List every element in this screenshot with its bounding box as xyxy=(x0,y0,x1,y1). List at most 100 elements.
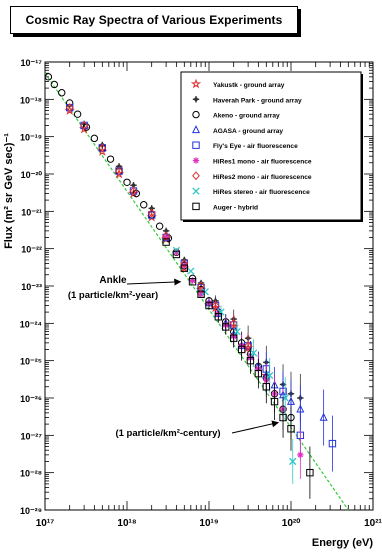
data-point xyxy=(262,383,271,391)
data-point xyxy=(233,327,241,336)
data-point xyxy=(270,397,279,406)
x-tick-label: 10¹⁷ xyxy=(36,518,55,529)
data-point xyxy=(147,208,156,218)
y-tick-label: 10⁻²¹ xyxy=(21,207,42,217)
data-point xyxy=(123,178,131,186)
y-axis-label: Flux (m² sr GeV sec)⁻¹ xyxy=(3,133,15,249)
y-tick-label: 10⁻¹⁷ xyxy=(21,58,43,68)
legend-label: HiRes2 mono - air fluorescence xyxy=(213,174,312,181)
data-point xyxy=(58,89,66,97)
legend-marker xyxy=(192,141,200,149)
legend-marker xyxy=(192,96,200,103)
data-point xyxy=(229,334,238,342)
legend-marker xyxy=(192,157,200,164)
data-point xyxy=(249,349,258,357)
data-point xyxy=(162,227,170,235)
data-point xyxy=(328,439,337,448)
x-tick-label: 10²¹ xyxy=(364,518,382,529)
y-tick-label: 10⁻²⁷ xyxy=(21,431,43,441)
data-point xyxy=(244,341,252,351)
data-point xyxy=(148,205,155,212)
data-point xyxy=(115,163,123,170)
y-tick-label: 10⁻²⁴ xyxy=(20,319,42,329)
data-point xyxy=(279,413,287,422)
data-point xyxy=(50,80,59,89)
y-tick-label: 10⁻²⁵ xyxy=(20,357,42,367)
chart-title: Cosmic Ray Spectra of Various Experiment… xyxy=(10,6,298,34)
data-point xyxy=(140,201,148,209)
data-point xyxy=(129,186,138,196)
data-point xyxy=(147,211,156,219)
data-point xyxy=(197,290,205,298)
y-tick-label: 10⁻²⁰ xyxy=(21,170,43,180)
data-point xyxy=(155,222,164,230)
y-tick-label: 10⁻²² xyxy=(21,245,42,255)
data-point xyxy=(172,250,181,259)
data-point xyxy=(80,120,88,130)
annotation-arrow xyxy=(231,420,279,434)
data-point xyxy=(172,246,181,255)
x-tick-label: 10¹⁹ xyxy=(199,518,218,529)
data-point xyxy=(289,457,297,466)
data-point xyxy=(287,425,295,433)
legend-label: AGASA - ground array xyxy=(213,128,283,135)
data-point xyxy=(229,318,238,328)
x-tick-label: 10¹⁸ xyxy=(117,518,136,529)
annotation-arrow xyxy=(126,278,182,286)
legend-box xyxy=(180,71,362,221)
data-point xyxy=(297,451,304,459)
data-point xyxy=(211,301,220,310)
data-point xyxy=(319,412,328,421)
y-tick-label: 10⁻²⁶ xyxy=(20,394,42,404)
data-point xyxy=(73,110,82,118)
annotation-ankle-title: Ankle xyxy=(99,275,127,286)
legend-label: Yakustk - ground array xyxy=(213,82,285,89)
data-point xyxy=(65,99,74,107)
data-point xyxy=(44,73,53,81)
legend-label: HiRes stereo - air fluorescence xyxy=(213,189,310,196)
legend-label: Haverah Park - ground array xyxy=(213,97,302,104)
data-point xyxy=(286,396,296,405)
legend-label: HiRes1 mono - air fluorescence xyxy=(213,159,312,166)
legend-shadow-right xyxy=(361,74,363,222)
data-point xyxy=(78,123,90,134)
data-point xyxy=(115,166,123,176)
legend-label: Fly's Eye - air fluorescence xyxy=(213,143,298,150)
y-tick-label: 10⁻²⁸ xyxy=(20,469,42,479)
legend-marker xyxy=(191,125,201,134)
legend-shadow-bottom xyxy=(183,220,363,222)
y-tick-label: 10⁻¹⁹ xyxy=(20,133,42,143)
data-point xyxy=(180,264,189,272)
reference-dashed-line xyxy=(44,72,349,511)
x-axis-label: Energy (eV) xyxy=(312,537,373,549)
data-point xyxy=(188,278,197,286)
data-point xyxy=(306,468,314,477)
data-point xyxy=(106,155,115,163)
data-point xyxy=(254,369,263,378)
data-point xyxy=(201,288,209,296)
data-point xyxy=(222,323,230,331)
data-point xyxy=(237,345,246,354)
legend-marker xyxy=(190,78,202,89)
legend-marker xyxy=(192,110,200,119)
data-point xyxy=(181,262,188,269)
y-tick-label: 10⁻²³ xyxy=(21,282,42,292)
legend-label: Auger - hybrid xyxy=(213,204,258,211)
data-point xyxy=(162,231,170,241)
data-point xyxy=(65,103,74,113)
data-point xyxy=(187,267,195,275)
annotation-century-rate: (1 particle/km²-century) xyxy=(115,428,220,439)
data-point xyxy=(214,313,223,321)
data-point xyxy=(90,134,99,143)
y-tick-label: 10⁻²⁹ xyxy=(20,506,42,516)
data-point xyxy=(162,238,170,246)
data-point xyxy=(217,308,225,316)
data-point xyxy=(197,281,205,291)
legend-label: Akeno - ground array xyxy=(213,113,280,120)
legend-marker xyxy=(192,187,200,195)
y-tick-label: 10⁻¹⁸ xyxy=(20,95,42,105)
data-point xyxy=(98,143,107,153)
data-point xyxy=(205,301,213,310)
legend-marker xyxy=(192,171,200,181)
